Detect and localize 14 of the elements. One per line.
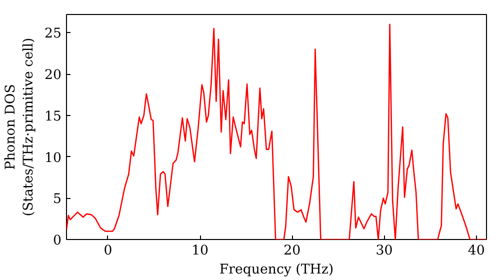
- line-series: [66, 24, 486, 240]
- y-tick-label: 5: [53, 192, 62, 208]
- y-tick-label: 0: [53, 234, 62, 248]
- x-tick-label: 30: [376, 244, 393, 258]
- x-tick-label: 40: [468, 244, 485, 258]
- y-tick-label: 10: [44, 150, 62, 166]
- x-tick-label: 20: [284, 244, 301, 258]
- x-tick-label: 0: [104, 244, 112, 258]
- y-tick-label: 15: [44, 109, 62, 124]
- x-tick-label: 10: [192, 244, 209, 258]
- x-axis-title: Frequency (THz): [219, 262, 334, 278]
- y-tick-label: 25: [44, 26, 62, 42]
- y-axis-title: Phonon DOS (States/THz·primitive cell): [4, 38, 37, 216]
- y-tick-label: 20: [44, 68, 62, 84]
